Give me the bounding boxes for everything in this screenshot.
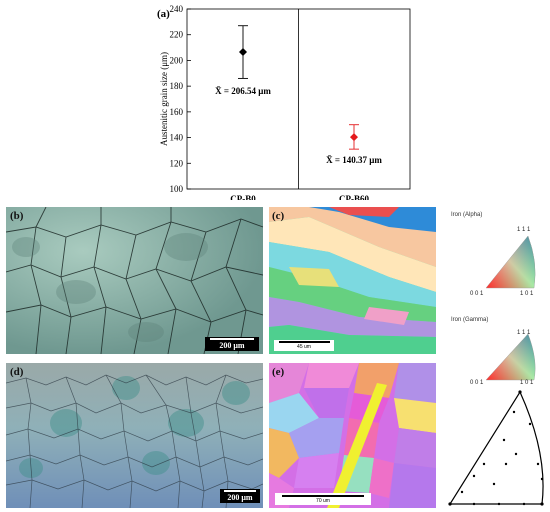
y-tick-label: 180 xyxy=(170,81,184,91)
micrograph-d: (d) 200 μm xyxy=(6,363,263,508)
legend-gamma-left: 0 0 1 xyxy=(470,380,484,386)
x-axis-labels: CP-B0 CP-B60 xyxy=(230,194,369,200)
diamond-marker xyxy=(350,133,358,142)
legend-alpha-left: 0 0 1 xyxy=(470,291,484,297)
ebsd-grains-e xyxy=(269,363,436,508)
y-tick-label: 160 xyxy=(170,107,184,117)
scale-bar-b: 200 μm xyxy=(205,337,259,351)
y-axis-ticks: 100 120 140 160 180 200 220 240 xyxy=(170,4,191,194)
y-tick-label: 120 xyxy=(170,158,184,168)
ebsd-grains-c xyxy=(269,207,436,354)
ebsd-map-e: (e) 70 um xyxy=(269,363,436,508)
stereographic-triangle xyxy=(448,390,544,506)
legend-title-alpha: Iron (Alpha) xyxy=(451,212,483,218)
ipf-legend-gamma xyxy=(485,333,536,381)
data-points: X̄ = 206.54 μm X̄ = 140.37 μm xyxy=(215,25,382,165)
panel-label-c: (c) xyxy=(272,210,285,222)
ebsd-map-c: (c) 45 um xyxy=(269,207,436,354)
scale-bar-d: 200 μm xyxy=(220,489,260,503)
panel-label-e: (e) xyxy=(272,366,285,378)
y-tick-label: 140 xyxy=(170,133,184,143)
scale-bar-c: 45 um xyxy=(274,340,334,351)
grain-size-chart: (a) Austenitic grain size (μm) 100 120 140… xyxy=(157,4,411,200)
grain-boundaries-b xyxy=(6,207,263,354)
y-tick-label: 240 xyxy=(170,4,184,14)
ipf-legend-alpha xyxy=(485,235,536,289)
mean-annotation: X̄ = 206.54 μm xyxy=(215,86,271,96)
mean-annotation: X̄ = 140.37 μm xyxy=(326,155,382,165)
y-tick-label: 100 xyxy=(170,184,184,194)
data-point-cp-b60: X̄ = 140.37 μm xyxy=(326,124,382,165)
legend-title-gamma: Iron (Gamma) xyxy=(451,317,489,323)
legend-gamma-right: 1 0 1 xyxy=(520,380,534,386)
y-axis-label: Austenitic grain size (μm) xyxy=(159,52,169,146)
grain-boundaries-d xyxy=(6,363,263,508)
micrograph-b: (b) 200 μm xyxy=(6,207,263,354)
scale-bar-e: 70 um xyxy=(275,493,371,505)
legend-alpha-right: 1 0 1 xyxy=(520,291,534,297)
legend-alpha-top: 1 1 1 xyxy=(517,227,531,233)
panel-label-d: (d) xyxy=(10,366,24,378)
y-tick-label: 220 xyxy=(170,30,184,40)
y-tick-label: 200 xyxy=(170,55,184,65)
diamond-marker xyxy=(239,48,247,57)
legend-gamma-top: 1 1 1 xyxy=(517,330,531,336)
x-category-label: CP-B60 xyxy=(339,194,369,200)
x-category-label: CP-B0 xyxy=(230,194,256,200)
data-point-cp-b0: X̄ = 206.54 μm xyxy=(215,25,271,96)
panel-label-a: (a) xyxy=(157,8,170,20)
panel-label-b: (b) xyxy=(10,210,24,222)
